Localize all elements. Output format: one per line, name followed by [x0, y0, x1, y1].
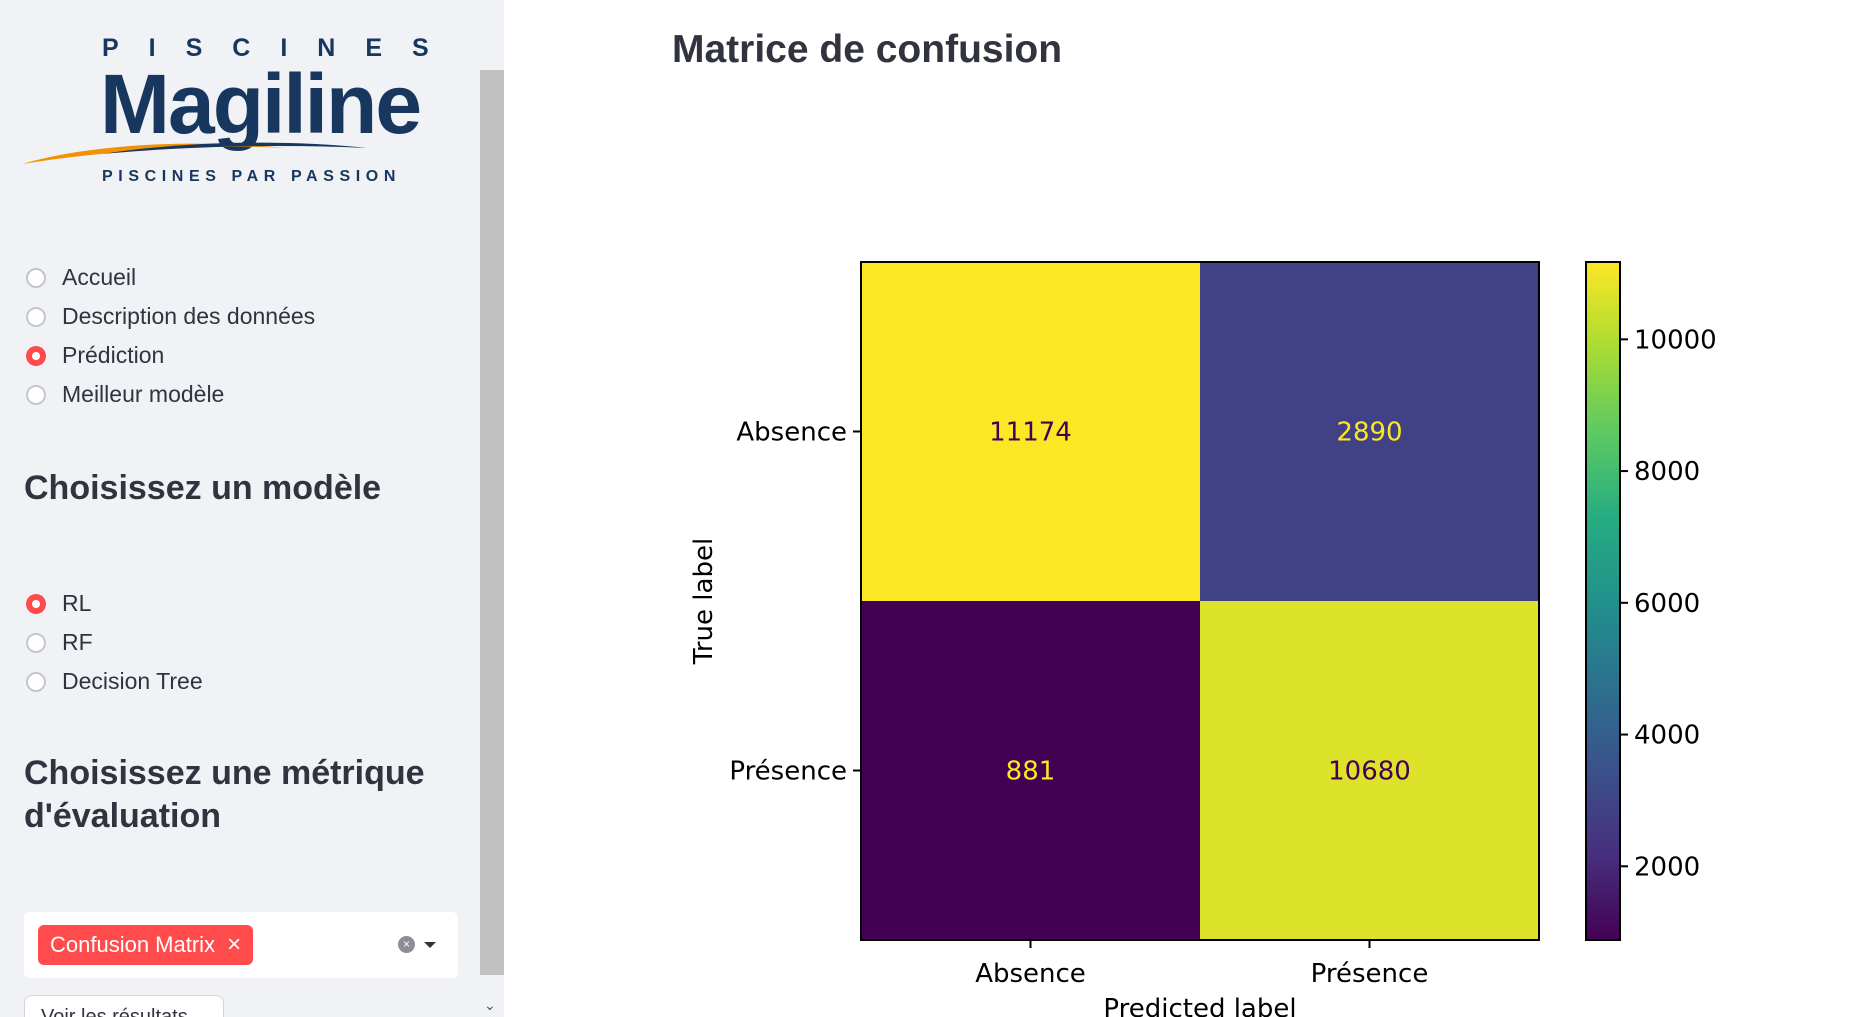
sidebar-scrollbar[interactable]: ⌄: [480, 0, 504, 1017]
nav-radio-group: Accueil Description des données Prédicti…: [26, 258, 315, 414]
close-icon[interactable]: ×: [227, 931, 242, 958]
nav-item-label: Accueil: [62, 264, 137, 290]
cell-value-label: 10680: [1328, 757, 1411, 787]
matrix-cell: [1200, 601, 1539, 940]
x-axis-label: Predicted label: [1103, 994, 1296, 1017]
colorbar: [1585, 261, 1621, 941]
model-option-rf[interactable]: RF: [26, 623, 203, 662]
matrix-cell: [1200, 262, 1539, 601]
model-radio-group: RL RF Decision Tree: [26, 584, 203, 701]
nav-item-label: Description des données: [62, 303, 316, 329]
radio-unchecked-icon: [26, 632, 46, 653]
nav-item-prediction[interactable]: Prédiction: [26, 336, 315, 375]
caret-down-icon[interactable]: [424, 942, 436, 948]
scrollbar-thumb[interactable]: [480, 70, 504, 975]
radio-checked-icon: [26, 345, 46, 366]
radio-unchecked-icon: [26, 384, 46, 405]
metric-heading-line1: Choisissez une métrique: [24, 754, 425, 792]
nav-item-label: Meilleur modèle: [62, 381, 225, 407]
colorbar-tick-label: 2000: [1634, 852, 1700, 882]
colorbar-tick-label: 10000: [1634, 325, 1717, 355]
matrix-cell: [861, 601, 1200, 940]
colorbar-tick-label: 6000: [1634, 589, 1700, 619]
y-tick-label: Présence: [729, 757, 847, 787]
x-tick-label: Absence: [975, 959, 1086, 989]
clear-circle-icon[interactable]: ×: [398, 936, 415, 953]
radio-unchecked-icon: [26, 267, 46, 288]
logo-swoosh-icon: [22, 142, 367, 164]
radio-unchecked-icon: [26, 306, 46, 327]
colorbar-tick-label: 4000: [1634, 721, 1700, 751]
sidebar: PISCINES Magiline PISCINES PAR PASSION A…: [0, 0, 504, 1017]
model-option-label: RF: [62, 629, 93, 655]
logo-sub-text: PISCINES PAR PASSION: [102, 168, 401, 185]
chevron-down-icon[interactable]: ⌄: [484, 997, 496, 1013]
view-results-button[interactable]: Voir les résultats: [24, 995, 224, 1017]
x-tick-label: Présence: [1311, 959, 1429, 989]
model-option-label: Decision Tree: [62, 668, 203, 694]
matrix-frame: [860, 261, 1540, 941]
nav-item-label: Prédiction: [62, 342, 165, 368]
metric-multiselect[interactable]: Confusion Matrix × ×: [24, 912, 458, 978]
model-option-label: RL: [62, 590, 92, 616]
confusion-matrix-chart: 11174 2890 881 10680 Absence Présence Absence P…: [689, 261, 1717, 1017]
y-tick-label: Absence: [736, 418, 847, 448]
selected-metric-tag: Confusion Matrix ×: [38, 925, 254, 965]
model-option-decision-tree[interactable]: Decision Tree: [26, 662, 203, 701]
cell-value-label: 881: [1006, 757, 1056, 787]
model-heading: Choisissez un modèle: [24, 469, 382, 507]
metric-heading: Choisissez une métrique d'évaluation: [24, 752, 425, 838]
cell-value-label: 2890: [1336, 418, 1402, 448]
colorbar-tick-label: 8000: [1634, 457, 1700, 487]
radio-unchecked-icon: [26, 671, 46, 692]
tag-label: Confusion Matrix: [50, 932, 216, 957]
cell-value-label: 11174: [989, 418, 1072, 448]
y-axis-label: True label: [689, 538, 719, 665]
nav-item-accueil[interactable]: Accueil: [26, 258, 315, 297]
nav-item-meilleur-modele[interactable]: Meilleur modèle: [26, 375, 315, 414]
logo-main-text: Magiline: [100, 57, 422, 151]
nav-item-description[interactable]: Description des données: [26, 297, 315, 336]
magiline-logo: PISCINES Magiline PISCINES PAR PASSION: [22, 30, 429, 195]
radio-checked-icon: [26, 593, 46, 614]
matrix-cell: [861, 262, 1200, 601]
metric-heading-line2: d'évaluation: [24, 797, 222, 835]
page-title: Matrice de confusion: [672, 28, 1063, 71]
model-option-rl[interactable]: RL: [26, 584, 203, 623]
logo-top-text: PISCINES: [102, 34, 459, 62]
